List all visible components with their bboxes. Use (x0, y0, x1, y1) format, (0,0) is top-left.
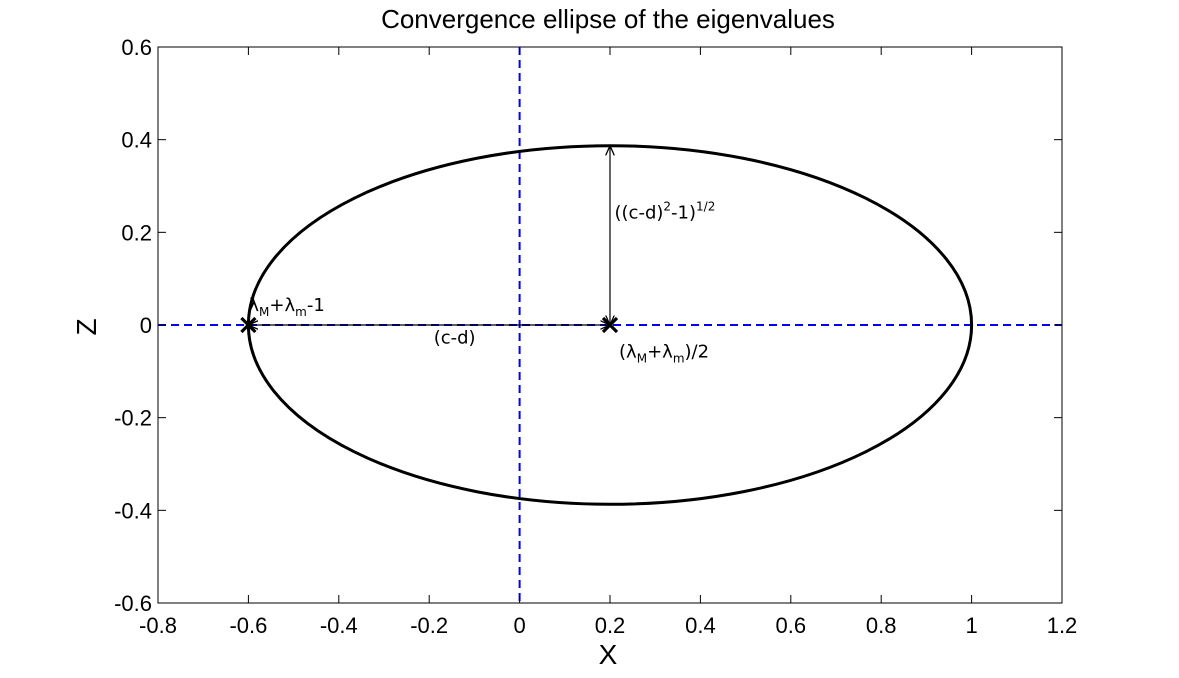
x-tick-label: 0.2 (595, 613, 626, 638)
plot-area: -0.8 -0.6 -0.4 -0.2 0 0.2 0.4 0.6 0.8 1 1.2-0.6-0.… (114, 35, 1077, 638)
x-tick-label: 0.4 (685, 613, 716, 638)
annotation-part: M (637, 351, 647, 365)
x-tick-label: 1.2 (1047, 613, 1078, 638)
annotation-part: +λ (647, 341, 673, 362)
annotation-part: ((c-d) (615, 202, 664, 223)
y-tick-label: 0.2 (121, 220, 152, 245)
x-tick-label: -0.6 (229, 613, 267, 638)
annotation-part: m (673, 351, 685, 365)
x-marker-stroke (240, 316, 257, 334)
x-tick-label: 0.6 (776, 613, 807, 638)
annotation-part: M (259, 305, 269, 319)
x-marker (601, 316, 619, 334)
y-tick-label: 0.6 (121, 35, 152, 60)
y-tick-label: 0 (140, 313, 152, 338)
x-tick-label: -0.2 (410, 613, 448, 638)
x-tick-label: -0.4 (320, 613, 358, 638)
y-tick-label: 0.4 (121, 128, 152, 153)
x-tick-label: 0 (513, 613, 525, 638)
x-tick-label: 0.8 (866, 613, 897, 638)
annotation-part: -1) (671, 202, 696, 223)
x-tick-label: 1 (965, 613, 977, 638)
annotation-part: +λ (269, 295, 295, 316)
annotation-part: (c-d) (434, 328, 476, 349)
annotation-part: 2 (663, 199, 671, 213)
x-marker (240, 316, 257, 334)
y-tick-label: -0.6 (114, 591, 152, 616)
annotation-left-marker: λM+λm-1 (248, 295, 324, 319)
annotation-part: )/2 (685, 341, 710, 362)
y-axis-label: Z (71, 318, 102, 335)
annotation-part: (λ (619, 341, 637, 362)
x-tick-label: -0.8 (139, 613, 177, 638)
annotation-vertical-distance: ((c-d)2-1)1/2 (615, 199, 716, 223)
y-tick-label: -0.4 (114, 498, 152, 523)
annotation-part: m (295, 305, 307, 319)
y-tick-label: -0.2 (114, 406, 152, 431)
x-axis-label: X (599, 639, 618, 670)
annotation-part: 1/2 (696, 199, 715, 213)
annotation-part: -1 (307, 295, 325, 316)
annotation-horizontal-distance: (c-d) (434, 328, 476, 349)
annotation-center-marker: (λM+λm)/2 (619, 341, 709, 365)
annotation-part: λ (248, 295, 259, 316)
chart-title: Convergence ellipse of the eigenvalues (381, 4, 835, 34)
x-marker-stroke (601, 316, 619, 334)
